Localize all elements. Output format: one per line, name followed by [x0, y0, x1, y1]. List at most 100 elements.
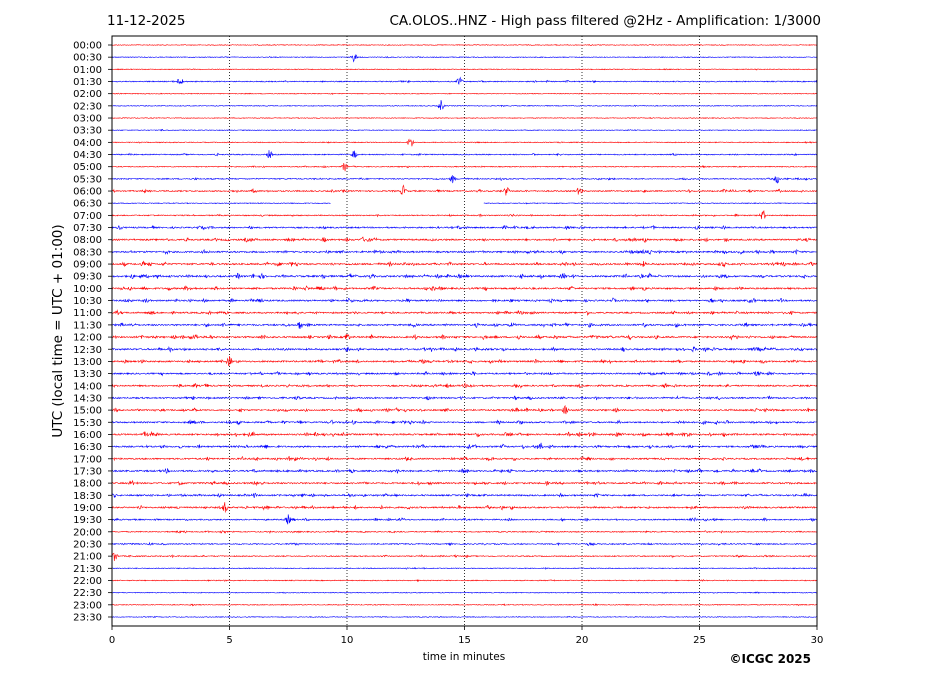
row-label-1800: 18:00 — [73, 479, 102, 490]
row-label-1200: 12:00 — [73, 333, 102, 344]
trace-1900 — [111, 502, 818, 513]
x-tick-label-15: 15 — [458, 635, 471, 646]
trace-0900 — [111, 260, 818, 268]
trace-2100 — [111, 552, 818, 562]
trace-2300 — [111, 603, 818, 607]
row-label-2130: 21:30 — [73, 564, 102, 575]
row-label-1400: 14:00 — [73, 381, 102, 392]
trace-1230 — [111, 346, 818, 353]
row-label-0300: 03:00 — [73, 114, 102, 125]
trace-1300 — [111, 356, 818, 367]
x-tick-label-20: 20 — [576, 635, 589, 646]
trace-1800 — [111, 479, 818, 487]
trace-0930 — [111, 272, 818, 280]
trace-0800 — [111, 236, 818, 244]
row-label-0130: 01:30 — [73, 77, 102, 88]
trace-1830 — [111, 492, 818, 499]
trace-0030 — [111, 54, 817, 63]
row-label-0200: 02:00 — [73, 89, 102, 100]
trace-2130 — [112, 566, 818, 570]
plot-frame — [111, 35, 818, 627]
trace-0700 — [111, 210, 818, 220]
trace-0600 — [111, 184, 818, 196]
trace-0400 — [112, 138, 818, 147]
row-label-1100: 11:00 — [73, 308, 102, 319]
trace-0300 — [111, 117, 818, 120]
trace-1500 — [111, 404, 818, 415]
row-label-0400: 04:00 — [73, 138, 102, 149]
trace-0200 — [111, 92, 818, 95]
row-label-1500: 15:00 — [73, 406, 102, 417]
chart-title: CA.OLOS..HNZ - High pass filtered @2Hz -… — [389, 13, 821, 29]
row-label-2330: 23:30 — [73, 612, 102, 623]
row-label-1000: 10:00 — [73, 284, 102, 295]
row-label-2200: 22:00 — [73, 576, 102, 587]
trace-1030 — [111, 297, 818, 304]
seismic-traces — [111, 44, 818, 619]
row-label-0000: 00:00 — [73, 41, 102, 52]
row-label-0600: 06:00 — [73, 187, 102, 198]
trace-1600 — [112, 430, 818, 438]
trace-1100 — [111, 309, 818, 317]
row-label-0830: 08:30 — [73, 247, 102, 258]
row-label-1730: 17:30 — [73, 466, 102, 477]
chart-date: 11-12-2025 — [107, 13, 185, 29]
x-tick-label-25: 25 — [693, 635, 706, 646]
row-label-0700: 07:00 — [73, 211, 102, 222]
trace-1930 — [111, 514, 818, 525]
row-label-1530: 15:30 — [73, 418, 102, 429]
x-tick-label-0: 0 — [109, 635, 115, 646]
row-label-1600: 16:00 — [73, 430, 102, 441]
x-axis-label: time in minutes — [423, 651, 505, 663]
row-label-2100: 21:00 — [73, 552, 102, 563]
trace-1130 — [111, 321, 818, 330]
row-label-1930: 19:30 — [73, 515, 102, 526]
trace-0730 — [111, 224, 818, 231]
trace-1700 — [111, 455, 818, 462]
row-label-0430: 04:30 — [73, 150, 102, 161]
trace-0830 — [111, 248, 818, 255]
y-axis-label: UTC (local time = UTC + 01:00) — [50, 224, 66, 437]
trace-0000 — [111, 44, 818, 47]
row-label-2030: 20:30 — [73, 539, 102, 550]
row-label-1330: 13:30 — [73, 369, 102, 380]
row-label-1630: 16:30 — [73, 442, 102, 453]
trace-2200 — [111, 578, 818, 583]
trace-2000 — [111, 529, 818, 534]
trace-1000 — [111, 285, 818, 292]
trace-0500 — [112, 163, 817, 172]
trace-1400 — [111, 382, 817, 389]
row-label-0230: 02:30 — [73, 101, 102, 112]
row-label-1300: 13:00 — [73, 357, 102, 368]
vertical-gridlines — [229, 36, 700, 626]
x-tick-label-5: 5 — [226, 635, 232, 646]
row-label-0500: 05:00 — [73, 162, 102, 173]
copyright-text: ©ICGC 2025 — [729, 652, 811, 666]
row-label-2000: 20:00 — [73, 527, 102, 538]
row-label-2230: 22:30 — [73, 588, 102, 599]
row-label-0800: 08:00 — [73, 235, 102, 246]
row-label-1230: 12:30 — [73, 345, 102, 356]
trace-1630 — [111, 442, 818, 450]
trace-0430 — [111, 150, 818, 159]
trace-0100 — [111, 68, 818, 71]
x-tick-label-10: 10 — [341, 635, 354, 646]
row-label-1430: 14:30 — [73, 393, 102, 404]
row-label-1030: 10:30 — [73, 296, 102, 307]
trace-0630 — [112, 202, 817, 205]
trace-0530 — [111, 175, 818, 184]
row-label-0100: 01:00 — [73, 65, 102, 76]
trace-2330 — [111, 615, 818, 619]
trace-2230 — [111, 591, 818, 595]
row-label-0730: 07:30 — [73, 223, 102, 234]
trace-1330 — [112, 370, 818, 377]
row-label-0330: 03:30 — [73, 126, 102, 137]
trace-2030 — [111, 541, 818, 547]
x-tick-label-30: 30 — [811, 635, 824, 646]
trace-1730 — [111, 468, 818, 475]
row-label-0900: 09:00 — [73, 260, 102, 271]
row-label-1830: 18:30 — [73, 491, 102, 502]
trace-0330 — [111, 128, 818, 132]
